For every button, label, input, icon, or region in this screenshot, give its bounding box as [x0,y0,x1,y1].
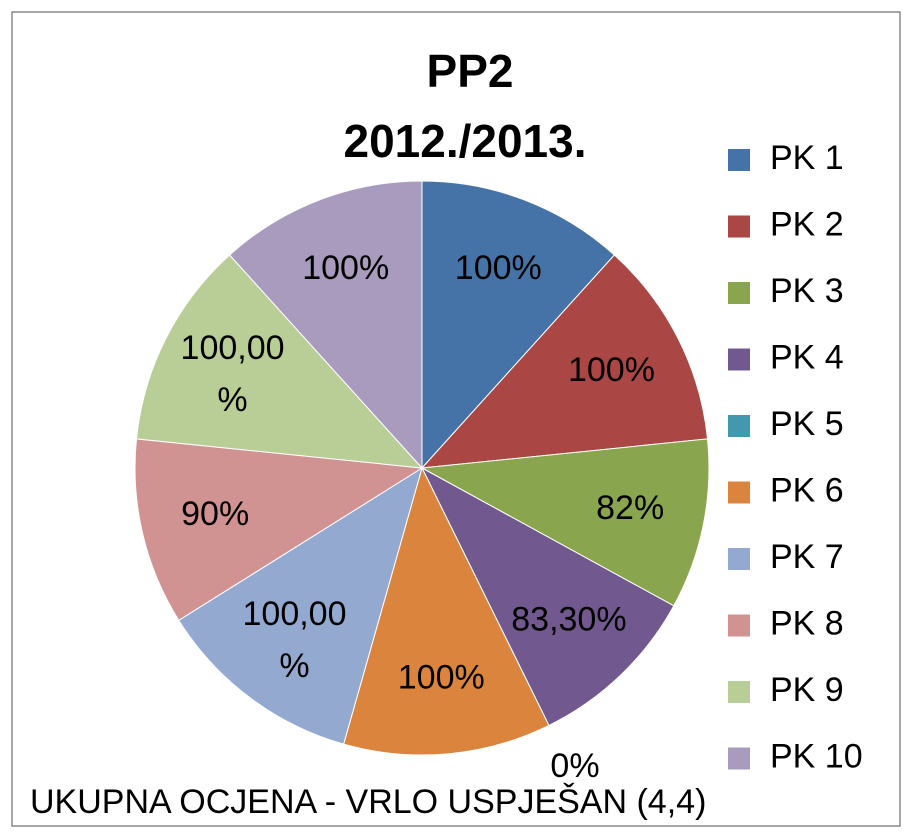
data-label: 100% [398,658,485,696]
data-label: 83,30% [511,600,626,638]
legend-label: PK 7 [770,538,844,576]
legend-swatch [728,215,750,238]
legend-swatch [728,348,750,371]
data-label: 100,00% [181,329,285,419]
legend-swatch [728,149,750,171]
legend-label: PK 9 [770,671,844,709]
legend-label: PK 4 [770,338,844,376]
data-label: 100,00% [243,595,347,685]
pie-slice [421,180,616,470]
data-label: 100% [302,249,389,287]
legend-label: PK 10 [770,737,863,775]
data-label: 100% [568,351,655,389]
legend-label: PK 6 [770,471,844,509]
legend-swatch [728,282,750,304]
data-label: 90% [181,495,249,533]
chart-subtitle: 2012./2013. [343,115,586,167]
pie-slice [420,466,675,727]
pie-slice [420,254,709,469]
pie-slice [343,466,550,756]
legend-swatch [728,747,750,770]
pie-slice [420,438,710,607]
annotation: UKUPNA OCJENA - VRLO USPJEŠAN (4,4) [30,783,706,821]
legend-swatch [728,481,750,504]
data-label: 0% [550,747,599,785]
legend-swatch [728,415,750,437]
legend-label: PK 2 [770,205,844,243]
legend-label: PK 5 [770,405,844,443]
pie-slice [228,180,423,470]
legend-label: PK 3 [770,272,844,310]
pie-slice [178,466,423,745]
data-label: 82% [596,489,664,527]
pie-slice [135,254,424,469]
legend-swatch [728,614,750,637]
data-label: 100% [455,249,542,287]
legend-swatch [728,681,750,703]
chart-title: PP2 [427,45,514,97]
legend-label: PK 1 [770,139,844,177]
legend-label: PK 8 [770,604,844,642]
legend-swatch [728,548,750,570]
pie-slice [134,438,424,622]
